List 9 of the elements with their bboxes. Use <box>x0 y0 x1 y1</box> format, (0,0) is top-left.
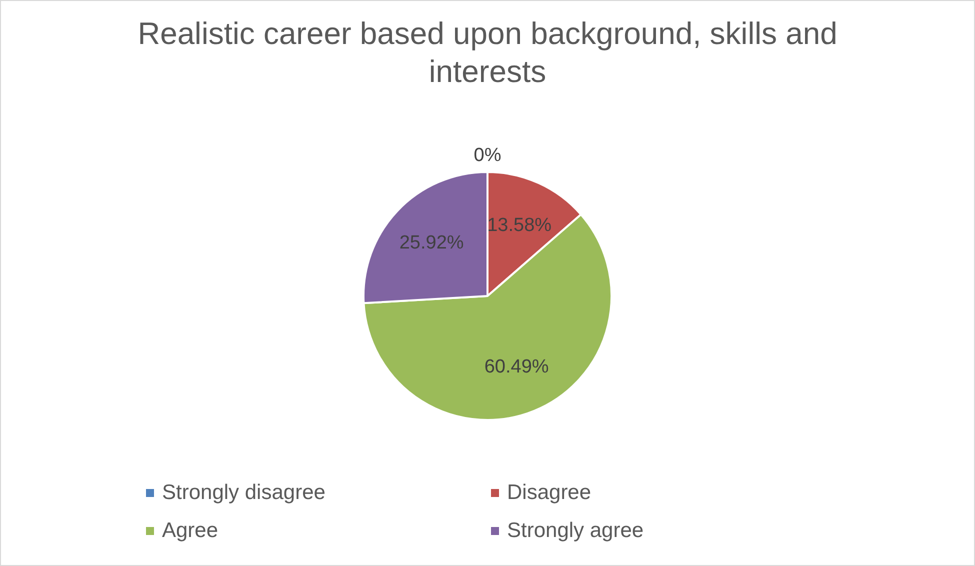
text: 0% <box>474 145 502 166</box>
chart-title: Realistic career based upon background, skills and interests <box>138 15 838 91</box>
legend-label: Disagree <box>507 481 592 505</box>
legend-label: Strongly agree <box>507 519 644 543</box>
data-label: 13.58% <box>487 215 552 236</box>
data-label: 60.49% <box>484 356 549 378</box>
legend-label: Strongly disagree <box>162 481 326 505</box>
data-label: 25.92% <box>399 232 464 254</box>
legend-label: Agree <box>162 519 218 543</box>
